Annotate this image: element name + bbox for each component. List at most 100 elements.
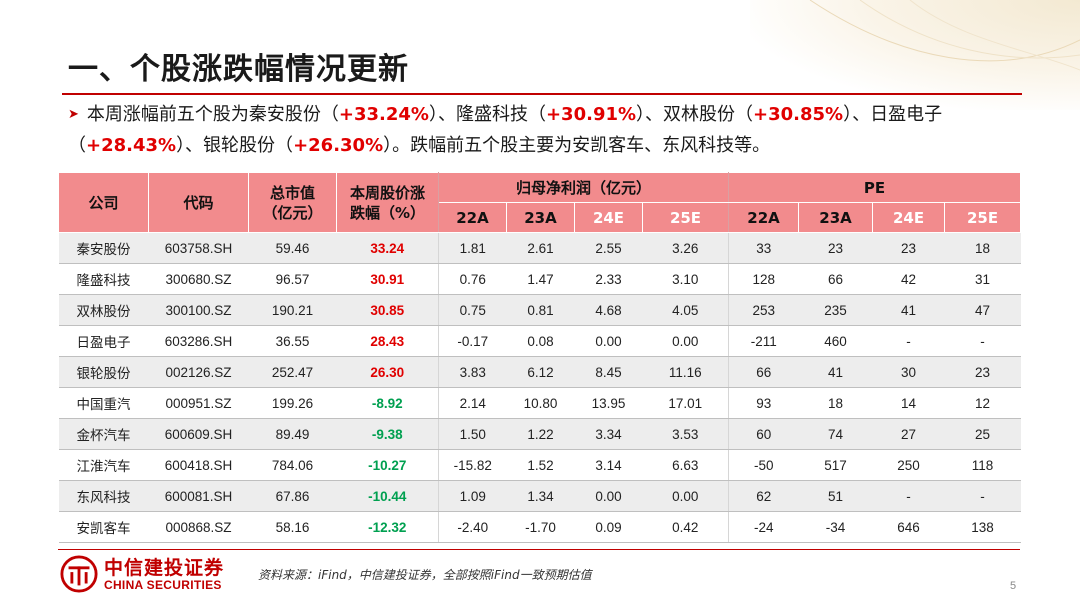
cell-profit-24e: 2.33	[574, 263, 643, 295]
stock-table: 公司 代码 总市值（亿元） 本周股价涨跌幅（%） 归母净利润（亿元） PE 22…	[58, 172, 1022, 543]
cell-company: 双林股份	[58, 294, 149, 326]
header-pe-22a: 22A	[728, 202, 800, 233]
cell-company: 安凯客车	[58, 511, 149, 543]
page-title: 一、个股涨跌幅情况更新	[68, 52, 409, 87]
cell-profit-24e: 2.55	[574, 232, 643, 264]
cell-profit-24e: 3.14	[574, 449, 643, 481]
table-row: 银轮股份 002126.SZ 252.47 26.30 3.83 6.12 8.45 11.1…	[58, 356, 1021, 388]
cell-code: 002126.SZ	[148, 356, 249, 388]
cell-market-cap: 96.57	[248, 263, 337, 295]
summary-pct: +30.85%	[753, 104, 844, 125]
header-pe-23a: 23A	[798, 202, 874, 233]
cell-weekly-change: -12.32	[336, 511, 439, 543]
cell-profit-23a: 0.81	[506, 294, 575, 326]
summary-text: 本周涨幅前五个股为秦安股份（	[86, 104, 339, 125]
summary-text: ）、双林股份（	[636, 104, 754, 125]
cell-weekly-change: -8.92	[336, 387, 439, 419]
cell-code: 600418.SH	[148, 449, 249, 481]
header-pe-24e: 24E	[872, 202, 946, 233]
header-pe-group: PE	[728, 172, 1022, 203]
cell-pe-25e: 12	[944, 387, 1021, 419]
cell-profit-23a: 1.52	[506, 449, 575, 481]
cell-pe-24e: 41	[872, 294, 945, 326]
cell-pe-25e: -	[944, 325, 1021, 357]
title-divider	[62, 93, 1022, 95]
source-note: 资料来源：iFind，中信建投证券，全部按照iFind一致预期估值	[258, 568, 592, 582]
table-row: 东风科技 600081.SH 67.86 -10.44 1.09 1.34 0.00 0.00…	[58, 480, 1021, 512]
cell-profit-25e: 3.10	[642, 263, 730, 295]
header-profit-25e: 25E	[641, 202, 730, 233]
corner-swirl-graphic	[809, 0, 1080, 71]
cell-weekly-change: 30.85	[336, 294, 439, 326]
cell-profit-22a: 0.76	[438, 263, 507, 295]
cell-profit-25e: 0.00	[642, 325, 730, 357]
corner-decoration	[750, 0, 1080, 110]
cell-profit-24e: 8.45	[574, 356, 643, 388]
cell-profit-25e: 11.16	[642, 356, 730, 388]
cell-profit-22a: 1.50	[438, 418, 507, 450]
cell-code: 600081.SH	[148, 480, 249, 512]
table-header-row: 公司 代码 总市值（亿元） 本周股价涨跌幅（%） 归母净利润（亿元） PE	[58, 172, 1022, 233]
cell-weekly-change: -10.27	[336, 449, 439, 481]
cell-pe-25e: 23	[944, 356, 1021, 388]
cell-pe-23a: 51	[798, 480, 873, 512]
cell-weekly-change: 26.30	[336, 356, 439, 388]
cell-pe-24e: 27	[872, 418, 945, 450]
cell-profit-24e: 13.95	[574, 387, 643, 419]
summary-pct: +26.30%	[293, 135, 384, 156]
cell-profit-25e: 4.05	[642, 294, 730, 326]
cell-code: 000868.SZ	[148, 511, 249, 543]
table-row: 金杯汽车 600609.SH 89.49 -9.38 1.50 1.22 3.34 3.53 6…	[58, 418, 1021, 450]
table-row: 隆盛科技 300680.SZ 96.57 30.91 0.76 1.47 2.33 3.10 1…	[58, 263, 1021, 295]
cell-profit-24e: 0.09	[574, 511, 643, 543]
table-row: 中国重汽 000951.SZ 199.26 -8.92 2.14 10.80 13.95 17…	[58, 387, 1021, 419]
cell-profit-24e: 0.00	[574, 480, 643, 512]
cell-pe-25e: 118	[944, 449, 1021, 481]
cell-profit-23a: 1.34	[506, 480, 575, 512]
cell-profit-22a: -15.82	[438, 449, 507, 481]
cell-weekly-change: -10.44	[336, 480, 439, 512]
cell-pe-22a: 93	[728, 387, 799, 419]
cell-market-cap: 89.49	[248, 418, 337, 450]
cell-code: 300680.SZ	[148, 263, 249, 295]
cell-pe-25e: 138	[944, 511, 1021, 543]
cell-profit-23a: 1.47	[506, 263, 575, 295]
cell-pe-23a: -34	[798, 511, 873, 543]
cell-company: 日盈电子	[58, 325, 149, 357]
header-market-cap: 总市值（亿元）	[248, 172, 337, 233]
header-pe-25e: 25E	[944, 202, 1022, 233]
cell-profit-22a: 1.81	[438, 232, 507, 264]
cell-pe-22a: 33	[728, 232, 799, 264]
cell-market-cap: 252.47	[248, 356, 337, 388]
cell-profit-23a: 10.80	[506, 387, 575, 419]
cell-pe-22a: 128	[728, 263, 799, 295]
cell-profit-25e: 3.53	[642, 418, 730, 450]
header-profit-23a: 23A	[506, 202, 575, 233]
cell-pe-22a: -211	[728, 325, 799, 357]
table-row: 江淮汽车 600418.SH 784.06 -10.27 -15.82 1.52 3.14 6…	[58, 449, 1021, 481]
cell-weekly-change: 33.24	[336, 232, 439, 264]
cell-pe-22a: 66	[728, 356, 799, 388]
cell-profit-25e: 3.26	[642, 232, 730, 264]
logo-english-name: CHINA SECURITIES	[104, 578, 222, 592]
cell-pe-22a: -24	[728, 511, 799, 543]
cell-market-cap: 190.21	[248, 294, 337, 326]
cell-code: 603758.SH	[148, 232, 249, 264]
summary-text: ）。跌幅前五个股主要为安凯客车、东风科技等。	[383, 135, 771, 156]
cell-profit-25e: 0.42	[642, 511, 730, 543]
cell-pe-23a: 460	[798, 325, 873, 357]
cell-company: 东风科技	[58, 480, 149, 512]
cell-pe-23a: 517	[798, 449, 873, 481]
page-number: 5	[1010, 580, 1017, 592]
cell-market-cap: 36.55	[248, 325, 337, 357]
cell-pe-23a: 18	[798, 387, 873, 419]
company-logo: 中信建投证券 CHINA SECURITIES	[60, 553, 240, 597]
cell-company: 银轮股份	[58, 356, 149, 388]
cell-pe-24e: 30	[872, 356, 945, 388]
cell-pe-25e: 47	[944, 294, 1021, 326]
summary-text: ）、隆盛科技（	[428, 104, 546, 125]
cell-code: 300100.SZ	[148, 294, 249, 326]
cell-weekly-change: -9.38	[336, 418, 439, 450]
cell-profit-22a: 0.75	[438, 294, 507, 326]
summary-text: ）、银轮股份（	[176, 135, 294, 156]
